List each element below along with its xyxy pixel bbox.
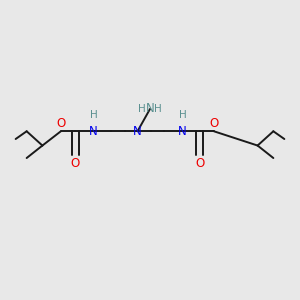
Text: O: O [209, 117, 218, 130]
Text: N: N [178, 125, 187, 138]
Text: O: O [56, 117, 65, 130]
Text: O: O [195, 157, 204, 169]
Text: H: H [179, 110, 187, 120]
Text: N: N [89, 125, 98, 138]
Text: H: H [138, 104, 146, 114]
Text: N: N [133, 125, 142, 138]
Text: H: H [154, 104, 162, 114]
Text: N: N [146, 103, 154, 116]
Text: H: H [90, 110, 98, 120]
Text: O: O [70, 157, 80, 169]
